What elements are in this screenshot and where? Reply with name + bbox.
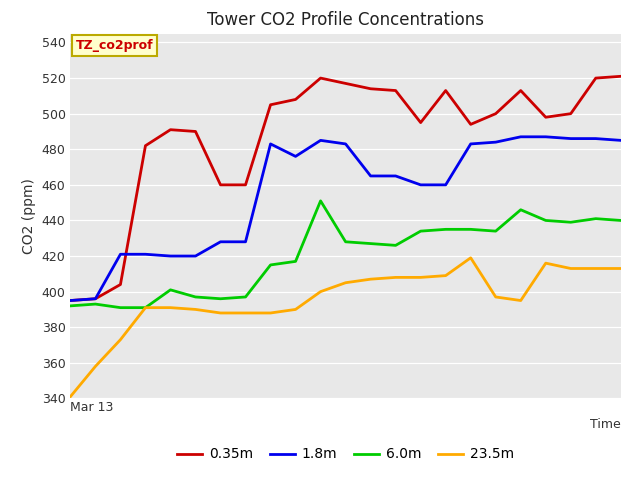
Text: TZ_co2prof: TZ_co2prof [76,39,154,52]
Legend: 0.35m, 1.8m, 6.0m, 23.5m: 0.35m, 1.8m, 6.0m, 23.5m [172,442,520,467]
Title: Tower CO2 Profile Concentrations: Tower CO2 Profile Concentrations [207,11,484,29]
Text: Time: Time [590,419,621,432]
Y-axis label: CO2 (ppm): CO2 (ppm) [22,178,36,254]
